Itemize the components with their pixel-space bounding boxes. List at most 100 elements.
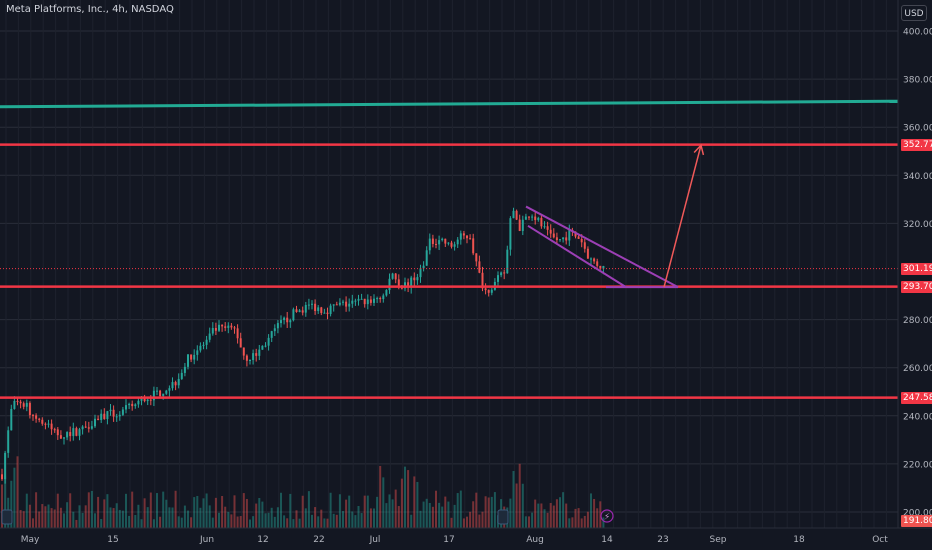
volume-bar-38 (118, 509, 121, 528)
candle-body-179 (555, 237, 558, 241)
volume-bar-9 (28, 504, 31, 528)
volume-bar-108 (335, 514, 338, 528)
y-tick-4: 320.00 (903, 220, 932, 230)
volume-bar-74 (230, 514, 233, 528)
candle-body-15 (47, 423, 50, 425)
candle-body-83 (258, 349, 261, 356)
candle-body-75 (233, 327, 236, 329)
candle-body-173 (537, 217, 540, 221)
volume-bar-55 (171, 507, 174, 528)
volume-bar-43 (134, 515, 137, 528)
volume-bar-87 (270, 507, 273, 528)
candle-body-94 (292, 309, 295, 321)
candle-body-19 (59, 435, 62, 439)
candle-body-11 (35, 415, 38, 419)
volume-bar-130 (404, 466, 406, 528)
candle-body-194 (602, 266, 605, 269)
volume-bar-154 (478, 514, 481, 528)
volume-bar-127 (394, 489, 397, 528)
volume-bar-63 (196, 495, 199, 528)
horizontal-levels[interactable] (0, 143, 898, 399)
candle-body-180 (559, 239, 561, 241)
y-tick-8: 220.00 (903, 460, 932, 470)
volume-bar-183 (568, 518, 571, 528)
volume-bar-83 (258, 497, 261, 528)
volume-bar-53 (165, 499, 168, 528)
candle-body-49 (152, 390, 155, 401)
candle-body-18 (56, 429, 59, 436)
volume-bar-16 (50, 508, 53, 528)
volume-bar-124 (385, 503, 388, 528)
candle-body-13 (41, 419, 44, 424)
candle-body-129 (400, 287, 403, 289)
time-axis[interactable]: May 15 Jun 12 22 Jul 17 Aug 14 23 Sep 18 Oct (0, 527, 932, 545)
volume-bar-58 (180, 517, 183, 528)
volume-bar-164 (509, 498, 512, 528)
candle-body-162 (503, 272, 506, 274)
candle-body-80 (249, 360, 251, 362)
channel-upper-line (525, 205, 679, 289)
candle-body-178 (552, 233, 555, 238)
price-axis[interactable]: 400.00 380.00 360.00 340.00 320.00 280.00 260.… (897, 0, 932, 550)
currency-button[interactable]: USD (901, 5, 927, 21)
candle-body-31 (97, 418, 100, 420)
candle-body-43 (134, 404, 137, 407)
candle-body-170 (528, 216, 530, 218)
candle-body-39 (121, 409, 124, 415)
candle-body-138 (428, 238, 431, 251)
volume-bar-188 (583, 515, 586, 528)
price-axis-bg (898, 0, 932, 550)
candle-body-85 (264, 345, 267, 347)
volume-bar-118 (366, 495, 369, 528)
candle-body-157 (487, 290, 490, 293)
volume-bar-1 (4, 475, 7, 528)
candle-body-134 (416, 277, 419, 281)
volume-bar-105 (326, 518, 329, 528)
volume-bar-170 (528, 516, 530, 528)
candle-body-64 (199, 345, 202, 351)
x-tick-10: Sep (710, 535, 727, 545)
candle-body-30 (94, 418, 96, 427)
volume-bar-104 (323, 518, 326, 528)
candle-body-86 (267, 337, 270, 346)
volume-bar-103 (320, 509, 323, 528)
candle-body-78 (242, 347, 245, 356)
candle-body-36 (112, 409, 115, 417)
volume-bar-114 (354, 515, 357, 528)
candle-body-101 (314, 303, 317, 311)
volume-bar-192 (596, 508, 599, 528)
candle-body-2 (7, 430, 10, 453)
volume-bar-66 (205, 493, 208, 528)
candle-body-0 (1, 474, 3, 480)
candle-body-66 (205, 339, 208, 345)
volume-bar-59 (183, 505, 186, 528)
dividend-flag-icon-1 (497, 509, 509, 525)
x-tick-8: 14 (601, 535, 613, 545)
candle-body-120 (373, 298, 375, 303)
volume-bar-102 (317, 516, 320, 528)
volume-bar-121 (376, 496, 379, 528)
volume-bar-21 (66, 502, 69, 528)
candle-body-60 (187, 354, 189, 367)
volume-bar-80 (249, 519, 251, 528)
candle-body-51 (159, 390, 162, 397)
candle-body-67 (208, 333, 211, 340)
volume-bar-6 (19, 510, 22, 528)
candle-body-186 (577, 236, 580, 239)
candle-body-91 (283, 317, 286, 321)
drawings[interactable]: ⚡ (0, 99, 899, 525)
volume-bar-61 (190, 517, 193, 528)
volume-bars (1, 456, 605, 528)
grid-lines (0, 0, 898, 528)
candle-body-190 (590, 258, 592, 260)
candle-body-9 (28, 402, 31, 416)
projection-arrow-head (693, 143, 705, 156)
candle-body-7 (22, 403, 25, 407)
lightning-icon: ⚡ (604, 513, 610, 523)
volume-bar-158 (490, 496, 493, 528)
candle-body-37 (115, 416, 118, 418)
volume-bar-81 (252, 516, 255, 528)
volume-bar-39 (121, 510, 124, 528)
candle-body-103 (320, 307, 323, 313)
